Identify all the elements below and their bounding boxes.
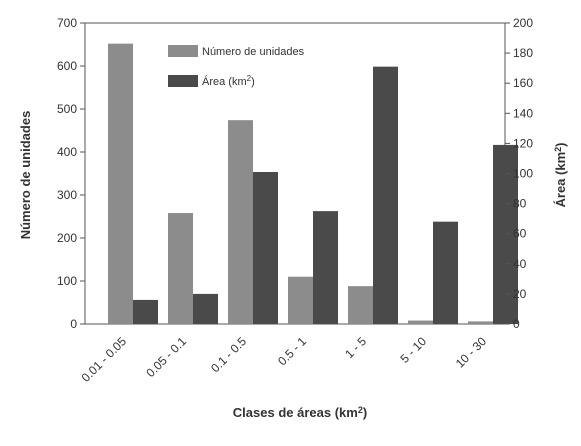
right-axis-ticks: 0 20 40 60 80 100 120 140 160 180 200 (505, 16, 533, 331)
left-tick-label: 100 (57, 274, 77, 288)
legend-swatch-area (168, 75, 198, 87)
bar-area-2 (193, 293, 218, 324)
x-tick-label: 0.5 - 1 (275, 334, 309, 368)
legend-swatch-numero (168, 45, 198, 57)
right-tick-label: 180 (513, 46, 533, 60)
y-axis-left-label: Número de unidades (18, 111, 33, 240)
x-tick-label: 0.1 - 0.5 (208, 334, 249, 375)
bar-numero-unidades-4 (288, 276, 313, 324)
x-axis-ticks: 0.01 - 0.05 0.05 - 0.1 0.1 - 0.5 0.5 - 1 1 -… (79, 334, 490, 385)
x-tick-label: 0.05 - 0.1 (143, 334, 189, 380)
right-tick-label: 100 (513, 167, 533, 181)
left-tick-label: 0 (70, 317, 77, 331)
bar-numero-unidades-1 (108, 43, 133, 324)
y-axis-right-label: Área (km2) (553, 143, 568, 208)
x-axis-label: Clases de áreas (km2) (233, 405, 367, 420)
right-tick-label: 200 (513, 16, 533, 30)
left-tick-label: 500 (57, 102, 77, 116)
left-axis-ticks: 0 100 200 300 400 500 600 700 (57, 16, 85, 331)
left-tick-label: 600 (57, 59, 77, 73)
x-tick-label: 10 - 30 (453, 334, 490, 371)
right-tick-label: 80 (513, 197, 527, 211)
left-tick-label: 300 (57, 188, 77, 202)
right-tick-label: 60 (513, 227, 527, 241)
right-tick-label: 0 (513, 317, 520, 331)
bar-area-6 (433, 221, 458, 324)
x-tick-label: 5 - 10 (398, 334, 430, 366)
legend: Número de unidades Área (km2) (168, 45, 305, 88)
bar-numero-unidades-2 (168, 213, 193, 324)
bar-numero-unidades-3 (228, 120, 253, 325)
bar-numero-unidades-7 (468, 321, 493, 324)
bar-numero-unidades-6 (408, 320, 433, 324)
right-tick-label: 120 (513, 136, 533, 150)
x-tick-label: 1 - 5 (342, 334, 369, 361)
bars-layer (108, 43, 518, 325)
left-tick-label: 700 (57, 16, 77, 30)
left-tick-label: 200 (57, 231, 77, 245)
bar-area-5 (373, 66, 398, 325)
legend-label-numero: Número de unidades (202, 46, 305, 58)
right-tick-label: 140 (513, 106, 533, 120)
bar-area-4 (313, 211, 338, 324)
x-tick-label: 0.01 - 0.05 (79, 334, 130, 385)
legend-label-area: Área (km2) (202, 74, 255, 88)
bar-area-1 (133, 299, 158, 324)
left-tick-label: 400 (57, 145, 77, 159)
right-tick-label: 20 (513, 287, 527, 301)
bar-numero-unidades-5 (348, 286, 373, 324)
right-tick-label: 40 (513, 257, 527, 271)
bar-area-3 (253, 171, 278, 324)
right-tick-label: 160 (513, 76, 533, 90)
